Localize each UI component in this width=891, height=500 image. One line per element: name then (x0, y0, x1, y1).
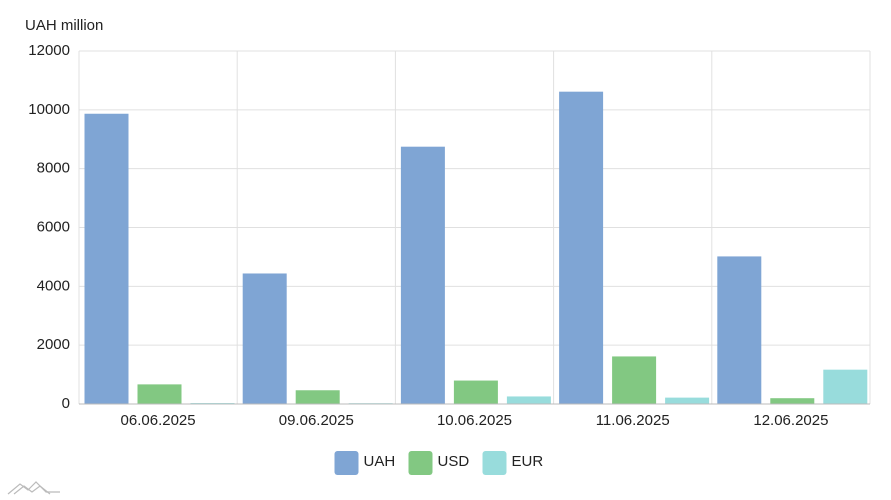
bar (506, 396, 551, 405)
bar (717, 256, 762, 405)
x-tick-label: 09.06.2025 (279, 412, 354, 429)
legend-label: EUR (512, 453, 544, 470)
x-tick-label: 11.06.2025 (596, 412, 670, 429)
x-tick-label: 10.06.2025 (437, 412, 512, 429)
bar (453, 380, 498, 405)
legend-label: USD (438, 453, 470, 470)
x-tick-label: 12.06.2025 (753, 412, 828, 429)
legend-swatch (408, 451, 433, 475)
y-tick-label: 8000 (37, 160, 70, 177)
bar (770, 398, 815, 405)
legend: UAH USD EUR (334, 451, 544, 475)
legend-swatch (334, 451, 359, 475)
y-tick-label: 0 (62, 395, 70, 412)
bar (242, 273, 287, 405)
y-tick-label: 10000 (28, 101, 70, 118)
bar (665, 397, 710, 405)
bar (137, 384, 182, 405)
y-tick-label: 2000 (37, 336, 70, 353)
bar (823, 369, 868, 405)
bar (84, 113, 129, 405)
y-tick-label: 12000 (28, 42, 70, 59)
legend-label: UAH (364, 453, 396, 470)
legend-swatch (482, 451, 507, 475)
logo (7, 481, 60, 495)
x-tick-label: 06.06.2025 (121, 412, 196, 429)
bar (612, 356, 657, 405)
bar (559, 91, 604, 405)
bar (295, 390, 340, 405)
y-tick-label: 4000 (37, 277, 70, 294)
bar (400, 146, 445, 405)
y-axis-label: UAH million (25, 17, 103, 34)
y-tick-label: 6000 (37, 218, 70, 235)
